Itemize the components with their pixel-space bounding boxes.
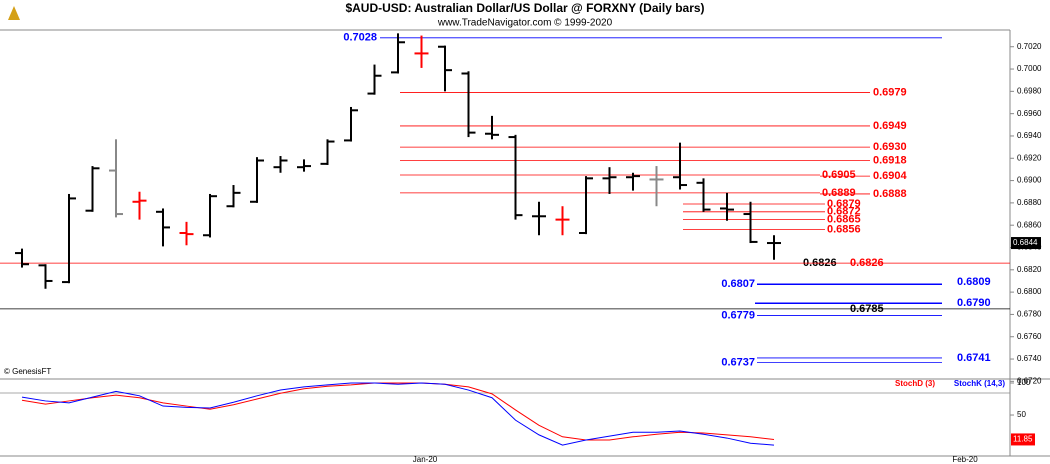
level-label: 0.6949 <box>873 120 907 132</box>
level-label: 0.6856 <box>827 224 861 236</box>
level-label: 0.6826 <box>850 257 884 269</box>
y-tick-label: 0.7000 <box>1017 64 1042 73</box>
y-tick-label: 50 <box>1017 410 1026 419</box>
level-label: 0.6930 <box>873 141 907 153</box>
level-label: 0.6879 <box>827 198 861 210</box>
level-label: 0.6872 <box>827 206 861 218</box>
level-label: 0.6918 <box>873 154 907 166</box>
x-tick-label: Jan-20 <box>413 455 438 464</box>
chart-title: $AUD-USD: Australian Dollar/US Dollar @ … <box>345 1 704 15</box>
y-tick-label: 0.6820 <box>1017 265 1042 274</box>
level-label: 0.6790 <box>957 297 991 309</box>
x-tick-label: Feb-20 <box>952 455 978 464</box>
y-tick-label: 0.6800 <box>1017 287 1042 296</box>
y-tick-label: 0.6980 <box>1017 86 1042 95</box>
y-tick-label: 100 <box>1017 378 1031 387</box>
level-label: 0.6785 <box>850 303 884 315</box>
level-label: 0.6979 <box>873 86 907 98</box>
y-tick-label: 0.6780 <box>1017 310 1042 319</box>
source: © GenesisFT <box>4 367 51 376</box>
y-tick-label: 0.6960 <box>1017 109 1042 118</box>
chart-subtitle: www.TradeNavigator.com © 1999-2020 <box>437 18 613 29</box>
level-label: 0.7028 <box>343 32 377 44</box>
y-tick-label: 0.6880 <box>1017 198 1042 207</box>
y-tick-label: 0.6920 <box>1017 153 1042 162</box>
y-tick-label: 0.6720 <box>1017 376 1042 385</box>
y-tick-label: 0.6740 <box>1017 354 1042 363</box>
level-label: 0.6807 <box>721 278 755 290</box>
last-price-box <box>1011 237 1041 250</box>
level-label: 0.6737 <box>721 356 755 368</box>
y-tick-label: 0.6760 <box>1017 332 1042 341</box>
y-tick-label: 0.6860 <box>1017 220 1042 229</box>
last-value: 11.85 <box>1013 435 1033 444</box>
stoch-line <box>21 382 775 446</box>
last-price: 0.6844 <box>1013 238 1038 247</box>
level-label: 0.6904 <box>873 170 908 182</box>
level-label: 0.6905 <box>822 169 856 181</box>
legend-entry: StochD (3) <box>895 379 935 388</box>
legend-entry: StochK (14,3) <box>954 379 1005 388</box>
level-label: 0.6779 <box>721 309 755 321</box>
level-label: 0.6809 <box>957 276 991 288</box>
y-tick-label: 0.6940 <box>1017 131 1042 140</box>
y-tick-label: 0.6900 <box>1017 176 1042 185</box>
level-label: 0.6889 <box>822 187 856 199</box>
level-label: 0.6741 <box>957 352 991 364</box>
level-label: 0.6888 <box>873 188 907 200</box>
level-label: 0.6865 <box>827 214 861 226</box>
logo <box>8 6 20 20</box>
y-tick-label: 0.7020 <box>1017 42 1042 51</box>
last-value-box <box>1011 433 1035 446</box>
